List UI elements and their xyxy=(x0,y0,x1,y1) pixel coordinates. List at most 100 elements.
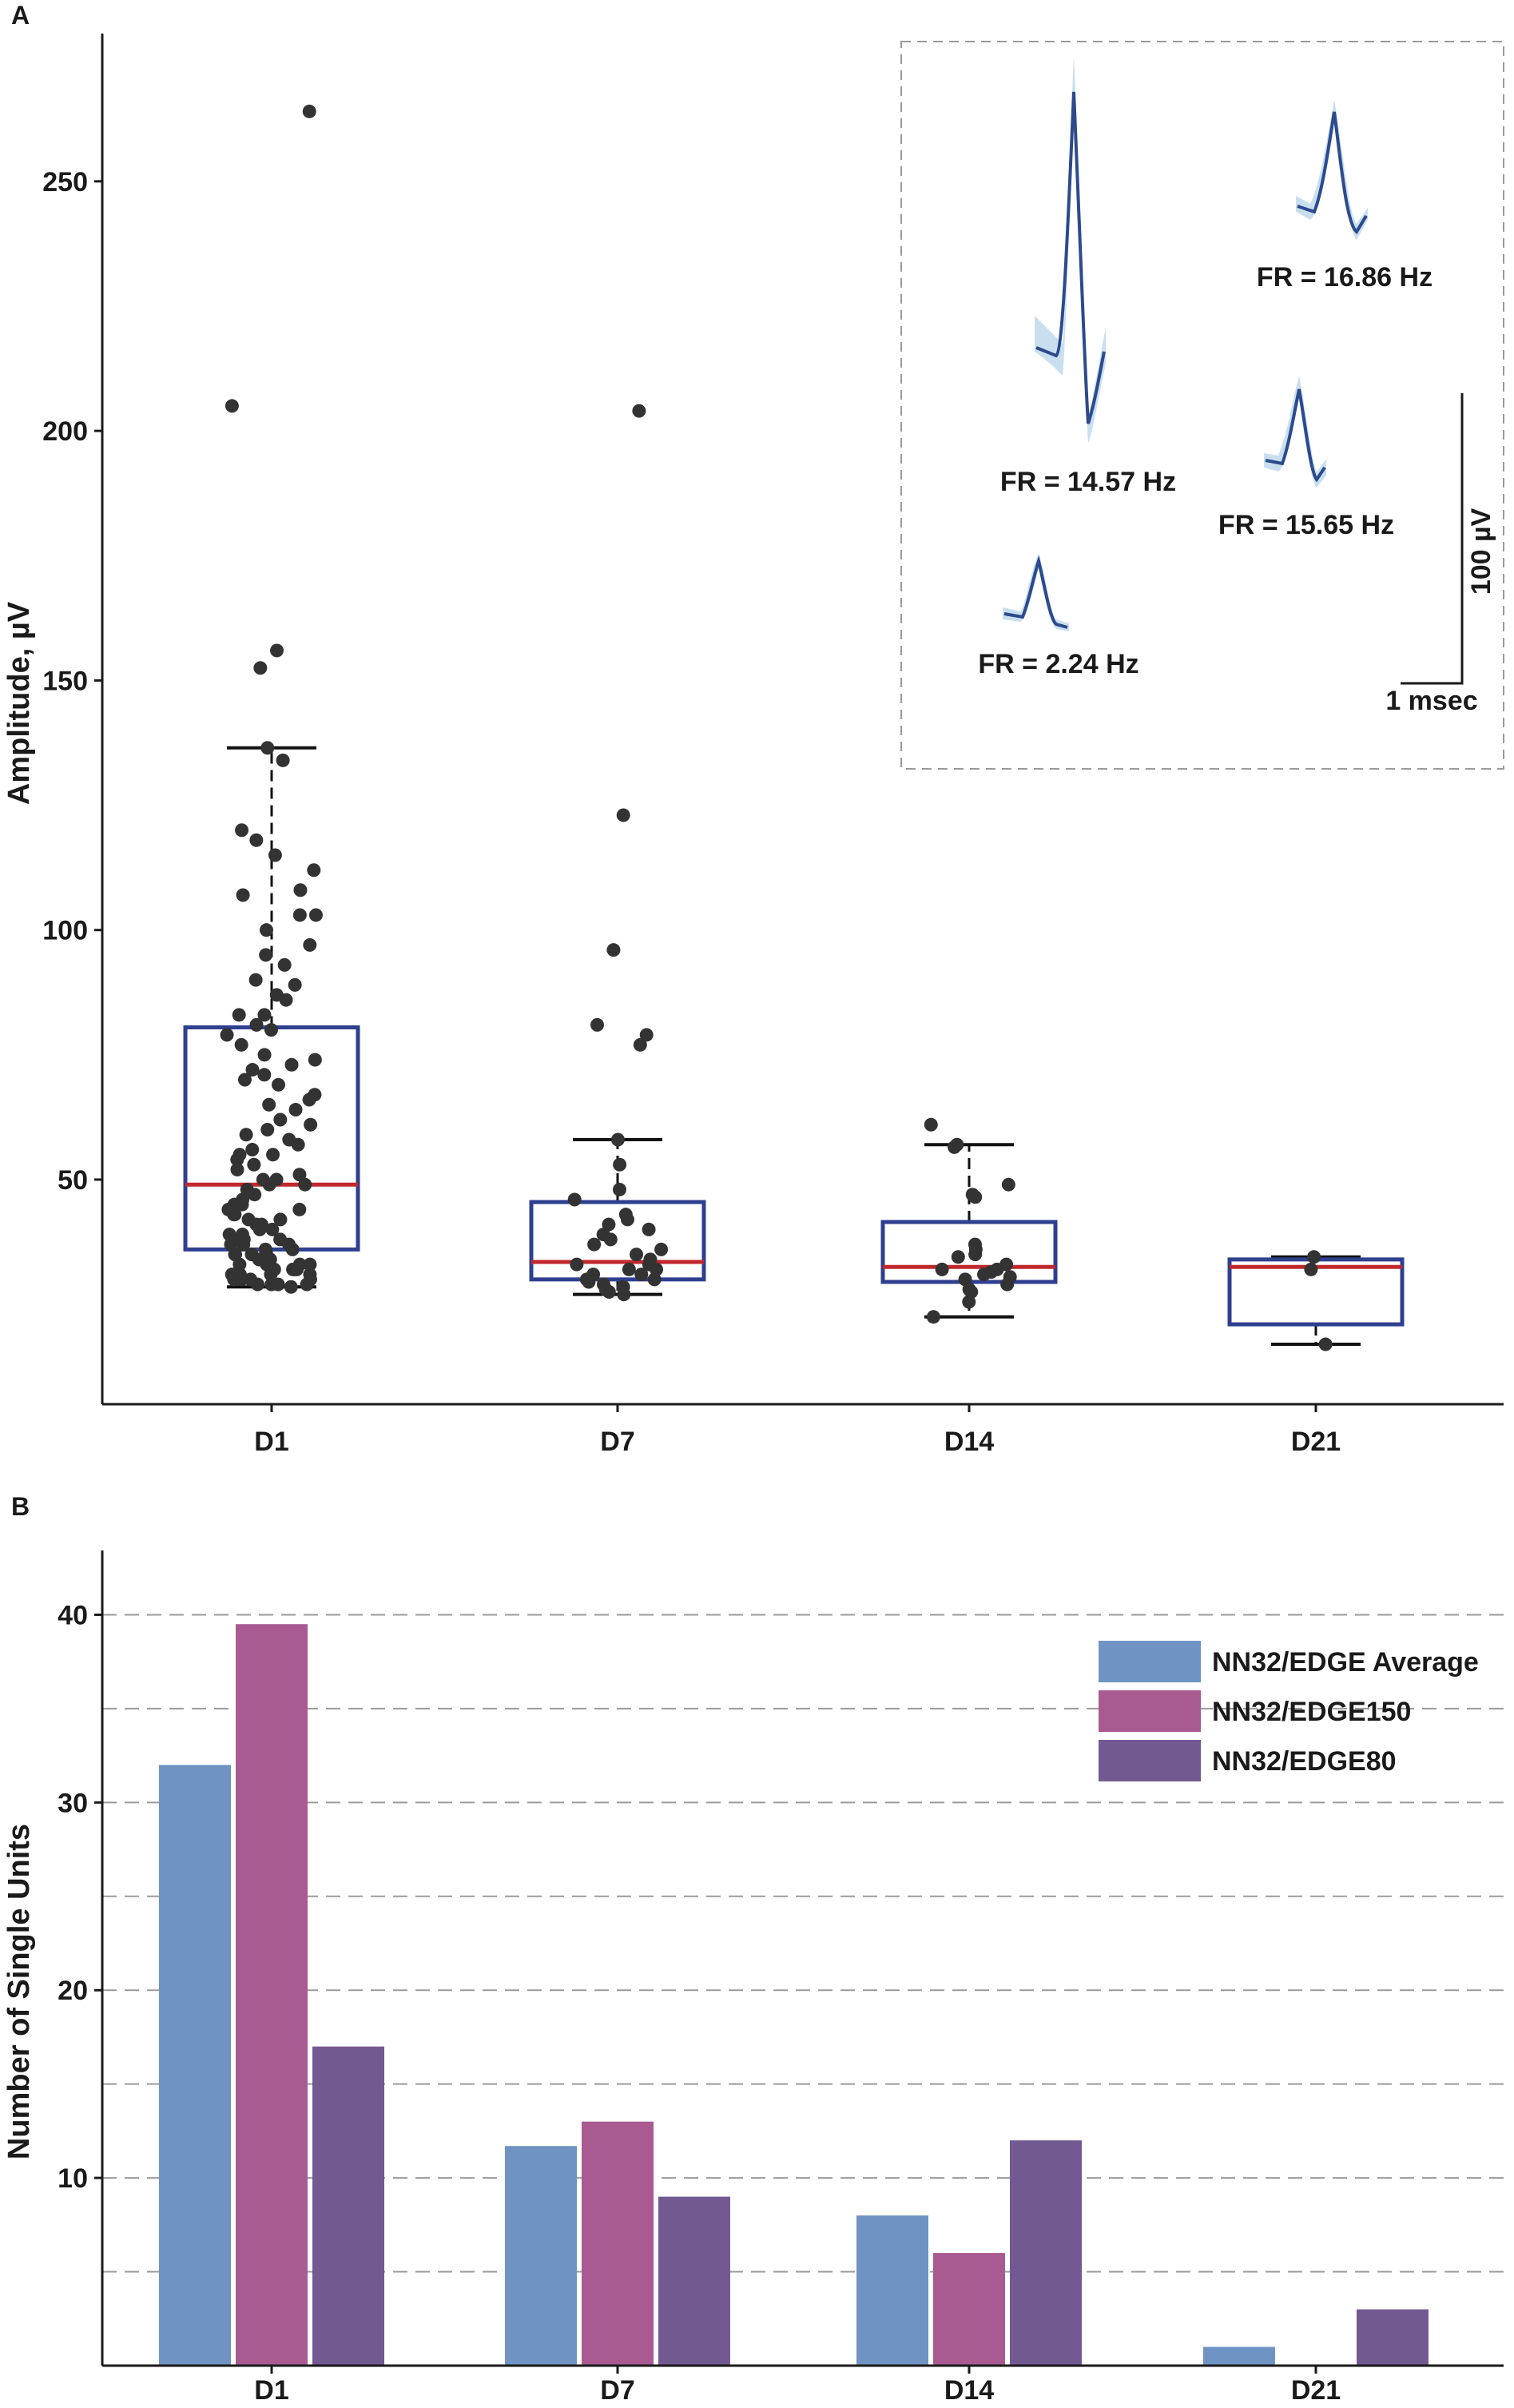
panel-b-y-tick-label-3: 40 xyxy=(58,1600,88,1630)
point-D1 xyxy=(232,1257,247,1272)
panel-a-y-tick-label-3: 200 xyxy=(42,416,88,447)
waveform-1: FR = 14.57 Hz xyxy=(1000,56,1176,497)
point-D14 xyxy=(935,1262,949,1276)
waveform-2-label: FR = 16.86 Hz xyxy=(1257,262,1433,293)
bar-D14-2 xyxy=(933,2253,1005,2366)
legend-label-3: NN32/EDGE80 xyxy=(1212,1746,1397,1777)
point-D1 xyxy=(239,1128,253,1142)
point-D7 xyxy=(590,1017,605,1032)
point-D1 xyxy=(234,1037,248,1052)
legend-swatch-2 xyxy=(1099,1690,1201,1732)
waveform-3: FR = 15.65 Hz xyxy=(1218,376,1394,540)
panel-b-y-tick-label-0: 10 xyxy=(58,2163,88,2194)
point-D1 xyxy=(284,1057,299,1072)
point-D1 xyxy=(250,1277,264,1292)
point-D1 xyxy=(300,1277,314,1292)
point-D1 xyxy=(268,848,282,862)
panel-a-points xyxy=(220,104,1333,1351)
point-D1 xyxy=(260,741,275,755)
point-D7 xyxy=(613,1157,627,1172)
scale-bar-y-label: 100 µV xyxy=(1466,507,1496,595)
panel-b-label: B xyxy=(11,1492,30,1521)
point-D7 xyxy=(632,404,646,418)
point-D14 xyxy=(1001,1177,1015,1192)
point-D7 xyxy=(567,1192,582,1207)
point-D1 xyxy=(236,888,250,902)
point-D14 xyxy=(962,1295,976,1309)
panel-a-y-tick-label-1: 100 xyxy=(42,916,88,946)
point-D1 xyxy=(271,1277,285,1292)
point-D1 xyxy=(285,1242,300,1256)
point-D1 xyxy=(235,823,249,838)
panel-b-y-axis-title: Number of Single Units xyxy=(2,1824,36,2159)
point-D7 xyxy=(617,1288,631,1302)
point-D7 xyxy=(606,943,621,957)
bar-D1-3 xyxy=(312,2046,384,2366)
point-D7 xyxy=(647,1272,662,1287)
point-D7 xyxy=(622,1262,636,1276)
point-D7 xyxy=(602,1217,616,1232)
point-D1 xyxy=(236,1237,251,1252)
panel-a-x-tick-label-D7: D7 xyxy=(600,1427,634,1457)
waveform-4-label: FR = 2.24 Hz xyxy=(978,649,1138,679)
waveform-inset: FR = 14.57 Hz FR = 16.86 Hz FR = 15.65 H… xyxy=(900,41,1504,770)
point-D21 xyxy=(1304,1262,1318,1276)
waveform-3-label: FR = 15.65 Hz xyxy=(1218,510,1394,540)
bar-D14-3 xyxy=(1010,2140,1082,2366)
point-D7 xyxy=(630,1248,644,1262)
point-D1 xyxy=(222,1228,236,1242)
point-D14 xyxy=(1000,1277,1015,1292)
point-D1 xyxy=(270,643,284,658)
panel-b-y-tick-label-2: 30 xyxy=(58,1788,88,1818)
point-D1 xyxy=(237,1073,252,1087)
point-D7 xyxy=(602,1284,616,1299)
point-D7 xyxy=(633,1037,647,1052)
point-D7 xyxy=(642,1222,656,1236)
point-D1 xyxy=(277,957,292,972)
point-D1 xyxy=(298,1177,312,1192)
point-D1 xyxy=(287,1262,301,1276)
point-D7 xyxy=(654,1242,669,1256)
panel-a-axes: 50 100 150 200 250 D1 D7 D14 D21 xyxy=(42,34,1504,1457)
waveform-4: FR = 2.24 Hz xyxy=(978,553,1139,679)
point-D7 xyxy=(612,1182,626,1196)
point-D1 xyxy=(248,1188,262,1202)
point-D1 xyxy=(272,1077,286,1092)
point-D1 xyxy=(288,1103,303,1117)
bar-D7-3 xyxy=(658,2196,730,2366)
legend-label-1: NN32/EDGE Average xyxy=(1212,1647,1479,1678)
point-D14 xyxy=(977,1268,991,1282)
box-rect-D7 xyxy=(529,1200,706,1282)
point-D1 xyxy=(292,1202,307,1216)
point-D1 xyxy=(235,1272,249,1287)
point-D1 xyxy=(252,1222,267,1236)
point-D7 xyxy=(603,1232,618,1247)
panel-b-bar-chart: B Number of Single Units 10 20 30 40 D1 D7 D14… xyxy=(2,1492,1504,2406)
point-D14 xyxy=(924,1117,938,1132)
panel-a-x-tick-label-D14: D14 xyxy=(944,1427,994,1457)
point-D1 xyxy=(262,1177,276,1192)
panel-b-gridlines xyxy=(102,1614,1504,2273)
point-D7 xyxy=(570,1257,584,1272)
point-D1 xyxy=(225,399,239,413)
point-D14 xyxy=(926,1310,940,1324)
point-D1 xyxy=(288,977,302,992)
panel-a-y-tick-label-0: 50 xyxy=(58,1165,88,1196)
point-D1 xyxy=(302,1093,316,1107)
bar-D7-2 xyxy=(582,2121,654,2366)
point-D1 xyxy=(291,1137,305,1152)
point-D1 xyxy=(266,1148,280,1162)
scale-bar: 100 µV 1 msec xyxy=(1385,393,1496,716)
point-D7 xyxy=(582,1275,596,1289)
legend-swatch-1 xyxy=(1099,1641,1201,1682)
box-D1 xyxy=(183,746,360,1289)
point-D1 xyxy=(259,948,273,962)
bar-D7-1 xyxy=(505,2146,577,2366)
point-D7 xyxy=(616,808,630,822)
panel-b-legend: NN32/EDGE Average NN32/EDGE150 NN32/EDGE80 xyxy=(1099,1641,1479,1781)
point-D14 xyxy=(948,1140,962,1154)
point-D14 xyxy=(968,1248,983,1262)
bar-D21-1 xyxy=(1203,2346,1275,2366)
point-D1 xyxy=(265,1222,280,1236)
legend-swatch-3 xyxy=(1099,1740,1201,1781)
